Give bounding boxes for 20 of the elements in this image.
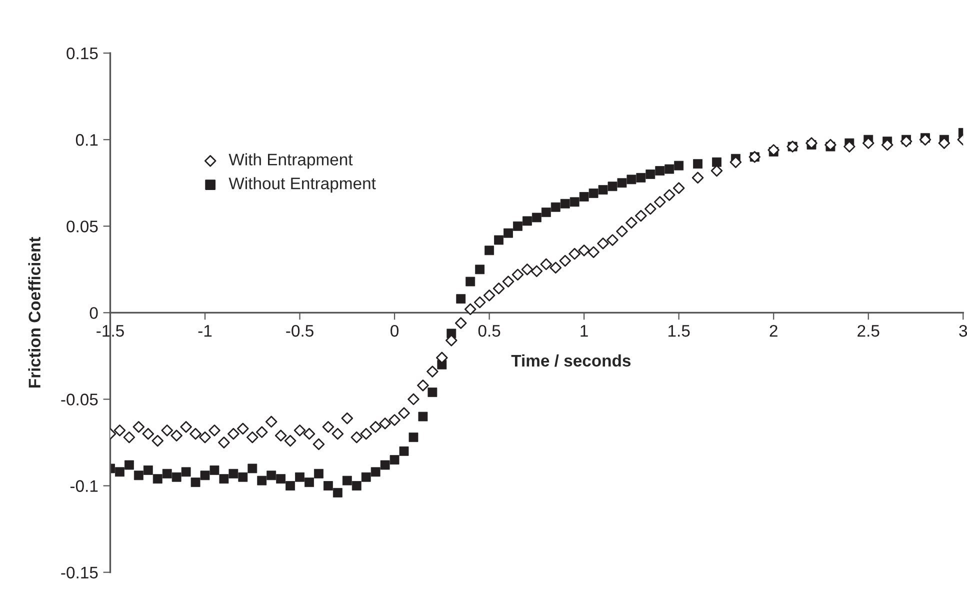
x-tick-label: -1 <box>198 325 212 337</box>
legend-label: With Entrapment <box>228 153 353 169</box>
legend-label: Without Entrapment <box>228 177 376 193</box>
x-tick-label: 0 <box>390 324 399 337</box>
y-tick-label: 0 <box>90 307 98 319</box>
x-tick-label: 1 <box>580 325 588 337</box>
y-tick-label: 0.1 <box>76 134 98 146</box>
x-tick-label: -0.5 <box>286 324 314 337</box>
x-tick-label: 2.5 <box>858 324 880 337</box>
x-tick-label: 1.5 <box>668 325 690 337</box>
y-tick-label: -0.1 <box>70 480 98 492</box>
x-tick-label: 0.5 <box>478 324 500 337</box>
x-tick-label: 3 <box>959 324 967 337</box>
x-tick-label: 2 <box>770 324 778 337</box>
y-tick-label: -0.05 <box>61 394 98 406</box>
x-axis-title: Time / seconds <box>511 354 631 367</box>
y-tick-label: -0.15 <box>61 566 98 579</box>
y-axis-title: Friction Coefficient <box>28 236 40 388</box>
y-tick-label: 0.15 <box>66 48 98 60</box>
y-tick-label: 0.05 <box>66 220 98 232</box>
